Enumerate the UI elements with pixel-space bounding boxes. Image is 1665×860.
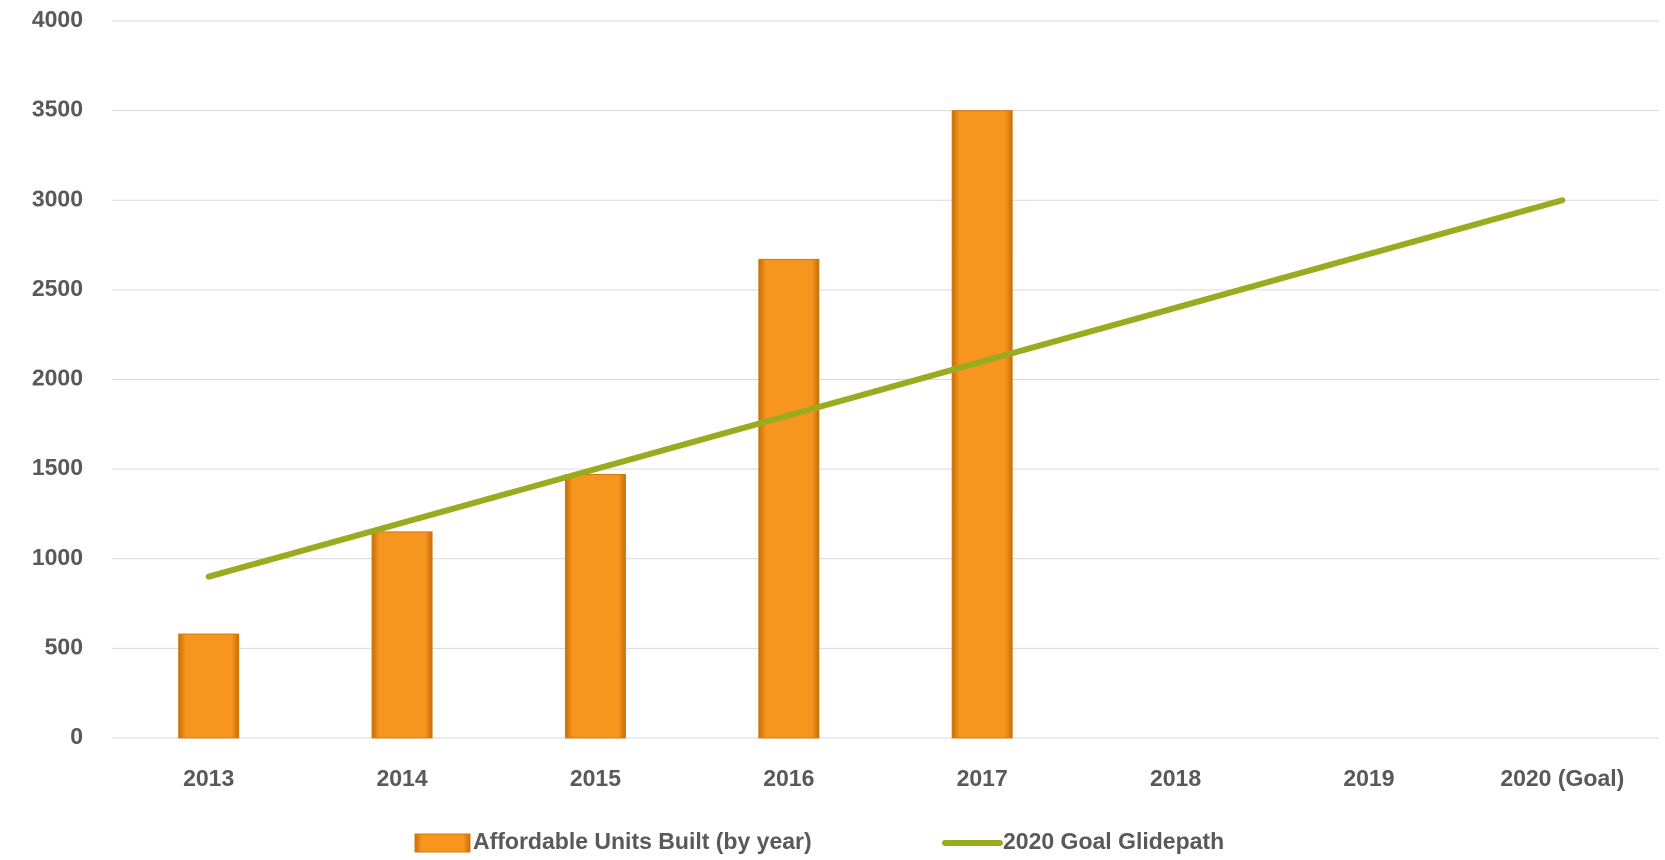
y-tick-label: 2500 xyxy=(32,275,83,301)
y-tick-label: 1500 xyxy=(32,454,83,480)
legend-label: 2020 Goal Glidepath xyxy=(1003,828,1224,854)
line xyxy=(205,197,1566,580)
x-tick-label: 2015 xyxy=(570,765,621,791)
y-tick-label: 0 xyxy=(70,723,83,749)
y-tick-label: 500 xyxy=(45,633,83,659)
x-tick-label: 2017 xyxy=(957,765,1008,791)
x-tick-label: 2014 xyxy=(376,765,427,791)
x-tick-label: 2018 xyxy=(1150,765,1201,791)
bar xyxy=(758,258,820,739)
x-tick-label: 2016 xyxy=(763,765,814,791)
y-tick-label: 4000 xyxy=(32,6,83,32)
bar xyxy=(178,633,240,739)
y-tick-label: 1000 xyxy=(32,544,83,570)
bar xyxy=(951,110,1013,739)
x-tick-label: 2019 xyxy=(1343,765,1394,791)
x-tick-label: 2020 (Goal) xyxy=(1500,765,1624,791)
y-tick-label: 2000 xyxy=(32,365,83,391)
y-tick-label: 3500 xyxy=(32,96,83,122)
legend-label: Affordable Units Built (by year) xyxy=(473,828,812,854)
y-tick-label: 3000 xyxy=(32,185,83,211)
bar xyxy=(371,531,433,739)
x-tick-label: 2013 xyxy=(183,765,234,791)
bar xyxy=(564,474,626,739)
legend-swatch xyxy=(414,833,471,853)
